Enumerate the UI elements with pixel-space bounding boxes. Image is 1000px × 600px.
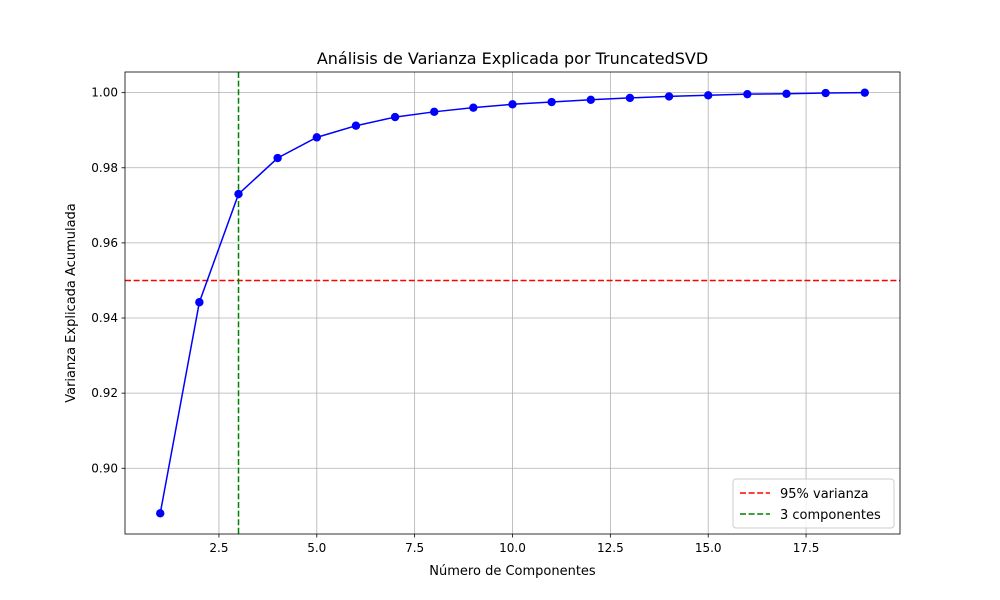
x-tick-label: 2.5 bbox=[209, 541, 228, 555]
data-point bbox=[273, 153, 282, 163]
x-tick-label: 17.5 bbox=[793, 541, 820, 555]
x-tick-label: 5.0 bbox=[307, 541, 326, 555]
x-tick-label: 12.5 bbox=[597, 541, 624, 555]
x-axis-ticks: 2.5 5.0 7.5 10.0 12.5 15.0 17.5 bbox=[209, 534, 819, 555]
x-tick-label: 7.5 bbox=[405, 541, 424, 555]
data-point bbox=[351, 121, 361, 130]
x-tick-label: 10.0 bbox=[499, 541, 526, 555]
data-point bbox=[586, 95, 595, 104]
legend-label-95-varianza: 95% varianza bbox=[780, 487, 869, 502]
data-point bbox=[508, 100, 517, 109]
reference-lines bbox=[125, 72, 900, 534]
data-point bbox=[430, 107, 439, 117]
data-point bbox=[469, 103, 478, 112]
data-point bbox=[547, 97, 556, 107]
data-point bbox=[704, 91, 713, 100]
y-tick-label: 0.98 bbox=[91, 161, 118, 175]
chart-title: Análisis de Varianza Explicada por Trunc… bbox=[317, 49, 708, 68]
series bbox=[156, 88, 869, 518]
data-point bbox=[390, 112, 400, 122]
x-axis-label: Número de Componentes bbox=[429, 564, 596, 579]
data-point bbox=[234, 189, 243, 199]
grid bbox=[125, 72, 900, 534]
data-point bbox=[312, 133, 321, 142]
data-point bbox=[664, 92, 674, 101]
data-point bbox=[195, 298, 204, 307]
y-tick-label: 1.00 bbox=[91, 86, 118, 100]
data-point bbox=[625, 93, 635, 103]
data-point bbox=[782, 89, 791, 98]
data-point bbox=[156, 509, 165, 518]
legend: 95% varianza 3 componentes bbox=[732, 478, 895, 529]
data-point bbox=[821, 88, 830, 98]
y-tick-label: 0.92 bbox=[91, 386, 118, 400]
y-tick-label: 0.90 bbox=[91, 461, 118, 475]
y-tick-label: 0.96 bbox=[91, 236, 118, 250]
y-tick-label: 0.94 bbox=[91, 311, 118, 325]
data-point bbox=[860, 88, 869, 97]
data-point bbox=[743, 89, 752, 99]
y-axis-label: Varianza Explicada Acumulada bbox=[64, 203, 79, 403]
y-axis-ticks: 0.90 0.92 0.94 0.96 0.98 1.00 bbox=[91, 86, 125, 475]
legend-box bbox=[732, 478, 895, 529]
legend-label-3-componentes: 3 componentes bbox=[780, 508, 881, 523]
x-tick-label: 15.0 bbox=[695, 541, 722, 555]
